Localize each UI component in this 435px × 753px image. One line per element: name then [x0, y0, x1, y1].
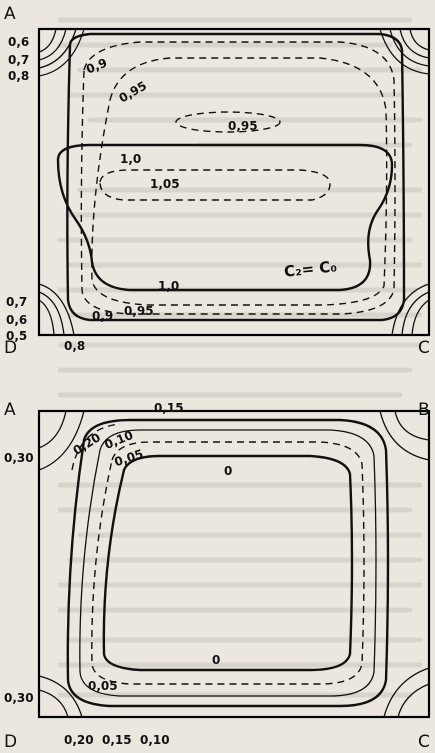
contour-0.20: [71, 423, 121, 471]
bottom-left-label-0: 0,30: [4, 451, 34, 465]
top-bottom-label: 0,8: [64, 339, 86, 353]
contour-1.05: [99, 169, 331, 201]
bottom-corner-c: C: [418, 732, 430, 752]
contour-0.15: [66, 418, 390, 708]
top-left-label-2: 0,8: [8, 69, 30, 83]
b-bottom-left-corner-contours: [38, 675, 83, 718]
contour-0.8: [66, 32, 406, 322]
top-corner-a: A: [4, 4, 16, 24]
top-left-label-3: 0,7: [6, 295, 28, 309]
top-contour-label-1.05: 1,05: [150, 177, 180, 191]
top-diagram-frame: [37, 27, 431, 337]
top-contour-label-0.95-bottom: 0,95: [124, 304, 154, 318]
contour-1.0: [56, 143, 394, 292]
bottom-left-corner-contours: [38, 283, 75, 336]
bottom-diagram-frame: [37, 409, 431, 719]
bottom-contour-label-0-bottom: 0: [212, 653, 221, 667]
b-bottom-right-corner-contours: [383, 667, 430, 718]
top-diagram: [37, 27, 431, 337]
contour-0.95: [91, 57, 388, 306]
top-left-label-0: 0,6: [8, 35, 30, 49]
top-right-corner-contours: [379, 28, 430, 75]
b-top-right-corner-contours: [379, 410, 430, 461]
top-left-label-4: 0,6: [6, 313, 28, 327]
bottom-corner-a: A: [4, 400, 16, 420]
top-contour-label-0.9-bottom: 0,9: [92, 309, 114, 323]
bottom-left-label-1: 0,30: [4, 691, 34, 705]
top-corner-d: D: [4, 338, 18, 358]
contour-0.9: [80, 41, 396, 315]
contour-0: [102, 454, 354, 672]
top-contour-label-0.95-inner: 0,95: [228, 119, 258, 133]
bottom-diagram: [37, 409, 431, 719]
bottom-contour-label-0-top: 0: [224, 464, 233, 478]
top-left-label-5: 0,5: [6, 329, 28, 343]
bottom-bottom-label-0: 0,20: [64, 733, 94, 747]
top-left-label-1: 0,7: [8, 53, 30, 67]
bottom-contour-label-0.15: 0,15: [154, 401, 184, 415]
bottom-bottom-label-1: 0,15: [102, 733, 132, 747]
bottom-contour-label-0.05-bottom: 0,05: [88, 679, 118, 693]
contour-0.05: [91, 441, 365, 685]
contour-0.95-inner: [175, 111, 281, 133]
bottom-corner-b: B: [418, 400, 430, 420]
b-top-left-corner-contours: [38, 410, 85, 471]
bottom-bottom-label-2: 0,10: [140, 733, 170, 747]
contour-0.10: [79, 429, 377, 697]
top-contour-label-1.0-top: 1,0: [120, 152, 142, 166]
top-contour-label-1.0-bottom: 1,0: [158, 279, 180, 293]
bottom-corner-d: D: [4, 732, 18, 752]
top-corner-c: C: [418, 338, 430, 358]
